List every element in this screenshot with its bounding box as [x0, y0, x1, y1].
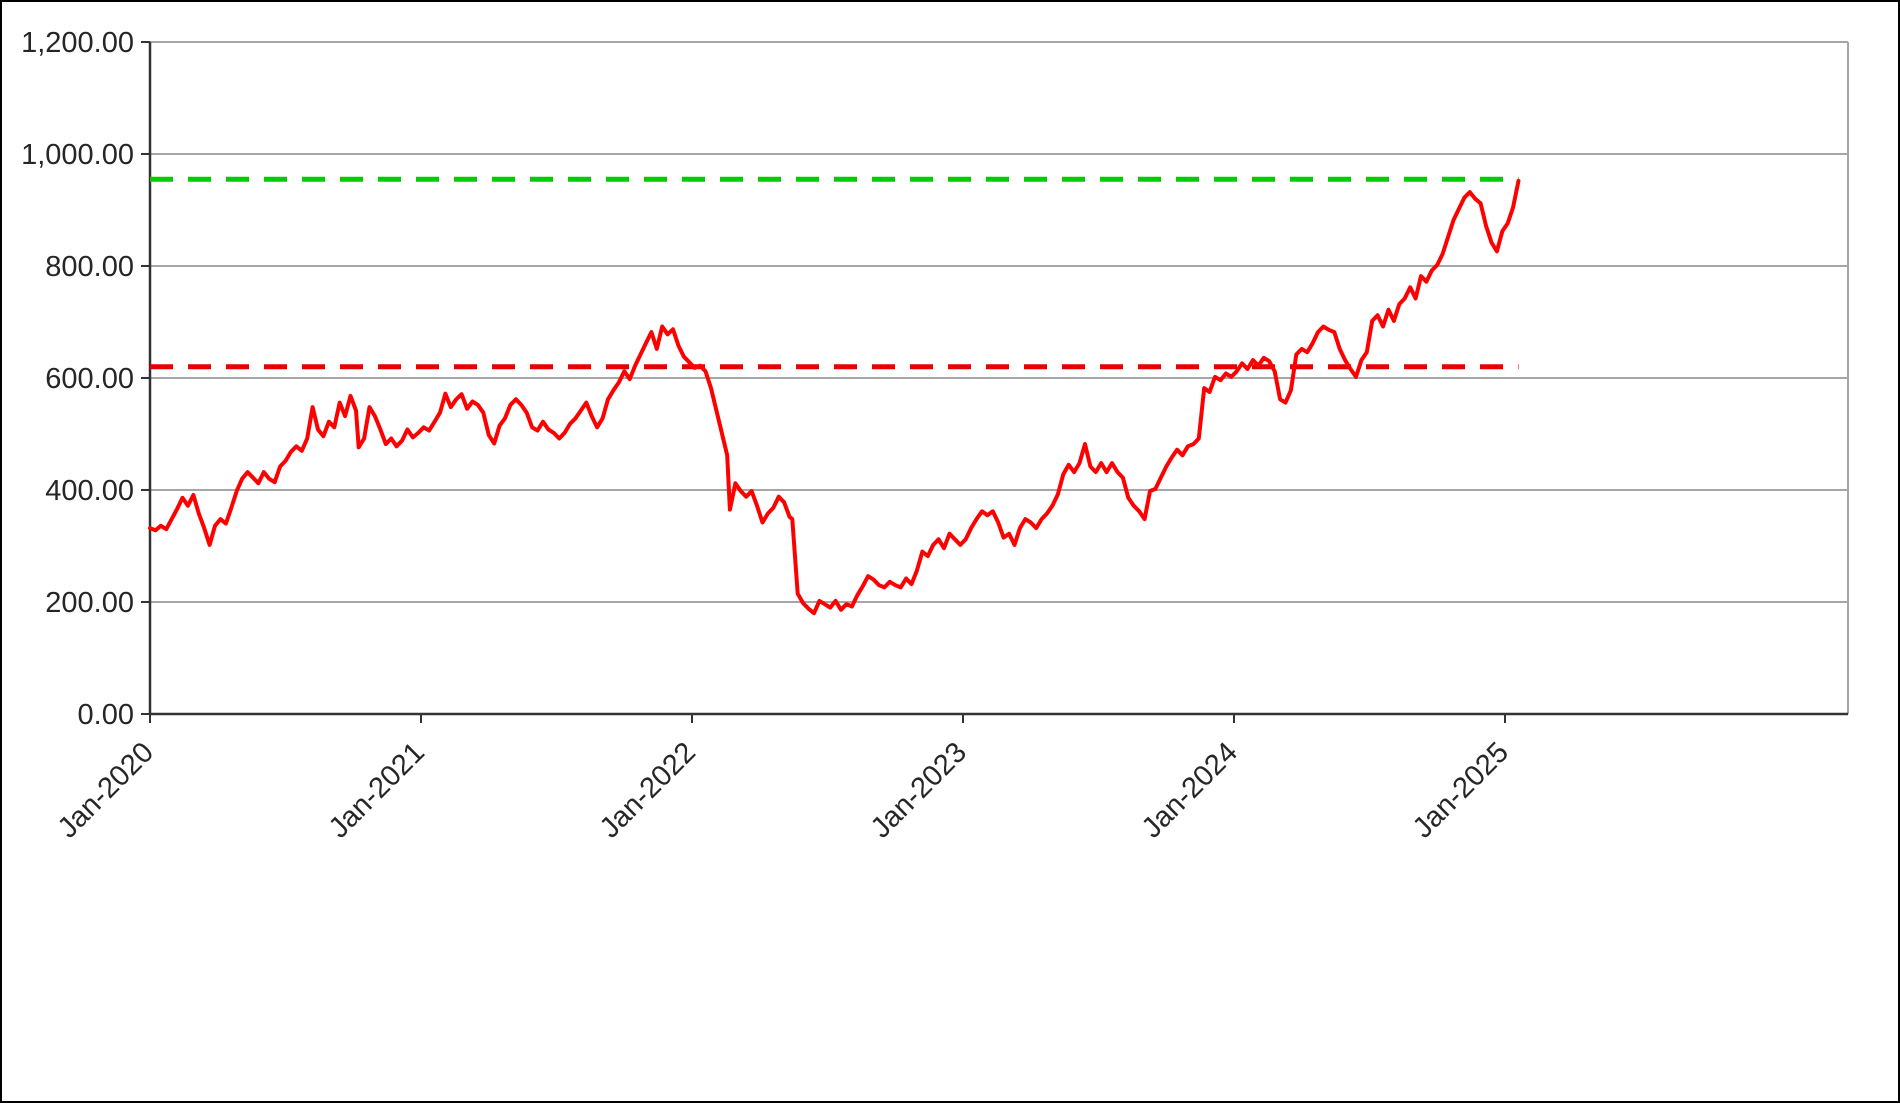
y-axis-tick-label: 600.00 [45, 363, 134, 395]
price-line-series [148, 178, 1521, 616]
x-axis-tick-label: Jan-2024 [1136, 736, 1244, 844]
x-axis-tick-label: Jan-2025 [1407, 736, 1515, 844]
y-axis-tick-label: 800.00 [45, 251, 134, 283]
x-axis-tick-label: Jan-2023 [865, 736, 973, 844]
y-axis-tick-label: 0.00 [78, 699, 134, 731]
y-axis-tick-label: 400.00 [45, 475, 134, 507]
x-axis-tick-label: Jan-2020 [52, 736, 160, 844]
x-axis-tick-label: Jan-2021 [323, 736, 431, 844]
x-axis-tick-label: Jan-2022 [594, 736, 702, 844]
y-axis-tick-label: 200.00 [45, 587, 134, 619]
y-axis-tick-label: 1,200.00 [21, 27, 134, 59]
y-axis-tick-label: 1,000.00 [21, 139, 134, 171]
